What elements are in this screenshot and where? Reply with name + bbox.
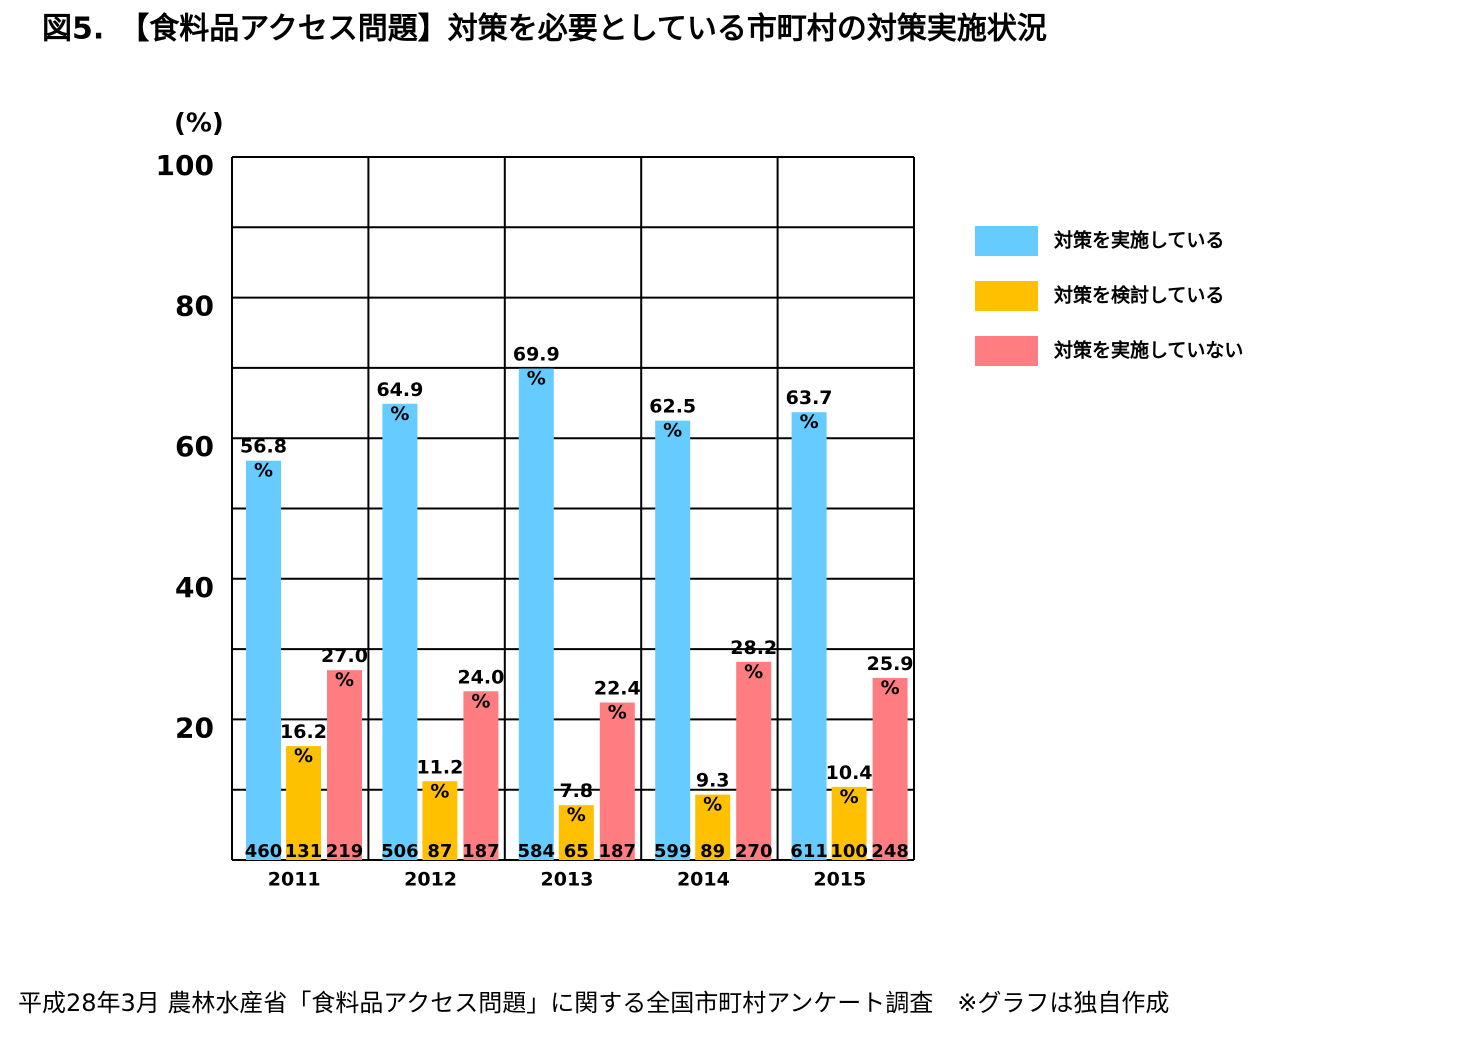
legend-label: 対策を検討している — [1053, 284, 1224, 307]
count-label: 611 — [790, 841, 828, 862]
count-label: 131 — [285, 841, 323, 862]
bar — [463, 691, 499, 860]
data-label: 63.7% — [786, 387, 833, 433]
legend-swatch — [975, 281, 1038, 311]
bar — [831, 786, 867, 860]
bar — [599, 702, 635, 860]
chart-title: 図5. 【食料品アクセス問題】対策を必要としている市町村の対策実施状況 — [42, 12, 1047, 47]
data-label: 16.2% — [280, 721, 327, 767]
count-label: 460 — [245, 841, 283, 862]
legend-label: 対策を実施していない — [1053, 339, 1243, 362]
y-axis-label: (%) — [174, 109, 224, 139]
y-tick-label: 80 — [175, 290, 214, 323]
bar — [872, 677, 908, 860]
x-tick-label: 2011 — [268, 869, 321, 891]
bar — [286, 746, 321, 860]
bar — [246, 460, 281, 860]
data-label: 62.5% — [649, 395, 696, 441]
x-tick-label: 2012 — [404, 869, 457, 891]
legend-swatch — [975, 336, 1038, 366]
count-label: 187 — [462, 841, 500, 862]
count-label: 584 — [518, 841, 556, 862]
bar — [382, 403, 418, 860]
count-label: 87 — [427, 841, 452, 862]
count-label: 506 — [381, 841, 419, 862]
bar — [327, 670, 362, 860]
count-label: 100 — [830, 841, 868, 862]
data-label: 22.4% — [594, 677, 641, 723]
bar — [655, 420, 691, 860]
bar — [695, 794, 731, 860]
count-label: 248 — [871, 841, 909, 862]
legend-label: 対策を実施している — [1053, 229, 1224, 252]
source-note: 平成28年3月 農林水産省「食料品アクセス問題」に関する全国市町村アンケート調査… — [18, 989, 1169, 1017]
x-tick-label: 2013 — [541, 869, 594, 891]
y-tick-label: 100 — [156, 149, 214, 182]
y-tick-label: 40 — [175, 571, 214, 604]
data-label: 7.8% — [559, 780, 593, 826]
data-label: 25.9% — [867, 652, 914, 698]
bar — [558, 805, 594, 860]
count-label: 219 — [326, 841, 364, 862]
data-label: 10.4% — [826, 761, 873, 807]
y-tick-label: 20 — [175, 711, 214, 744]
count-label: 599 — [654, 841, 692, 862]
count-label: 89 — [700, 841, 725, 862]
data-label: 69.9% — [513, 343, 560, 389]
data-label: 24.0% — [457, 666, 504, 712]
bar — [422, 781, 458, 860]
bar — [791, 412, 827, 860]
y-tick-label: 60 — [175, 430, 214, 463]
data-label: 9.3% — [696, 769, 730, 815]
data-label: 56.8% — [240, 435, 287, 481]
bar — [518, 368, 554, 860]
count-label: 270 — [735, 841, 773, 862]
x-tick-label: 2015 — [813, 869, 866, 891]
data-label: 28.2% — [730, 636, 777, 682]
data-label: 11.2% — [416, 756, 463, 802]
bar — [736, 661, 772, 860]
data-label: 64.9% — [376, 378, 423, 424]
data-label: 27.0% — [321, 645, 368, 691]
legend-swatch — [975, 226, 1038, 256]
x-tick-label: 2014 — [677, 869, 730, 891]
count-label: 65 — [564, 841, 589, 862]
count-label: 187 — [599, 841, 637, 862]
